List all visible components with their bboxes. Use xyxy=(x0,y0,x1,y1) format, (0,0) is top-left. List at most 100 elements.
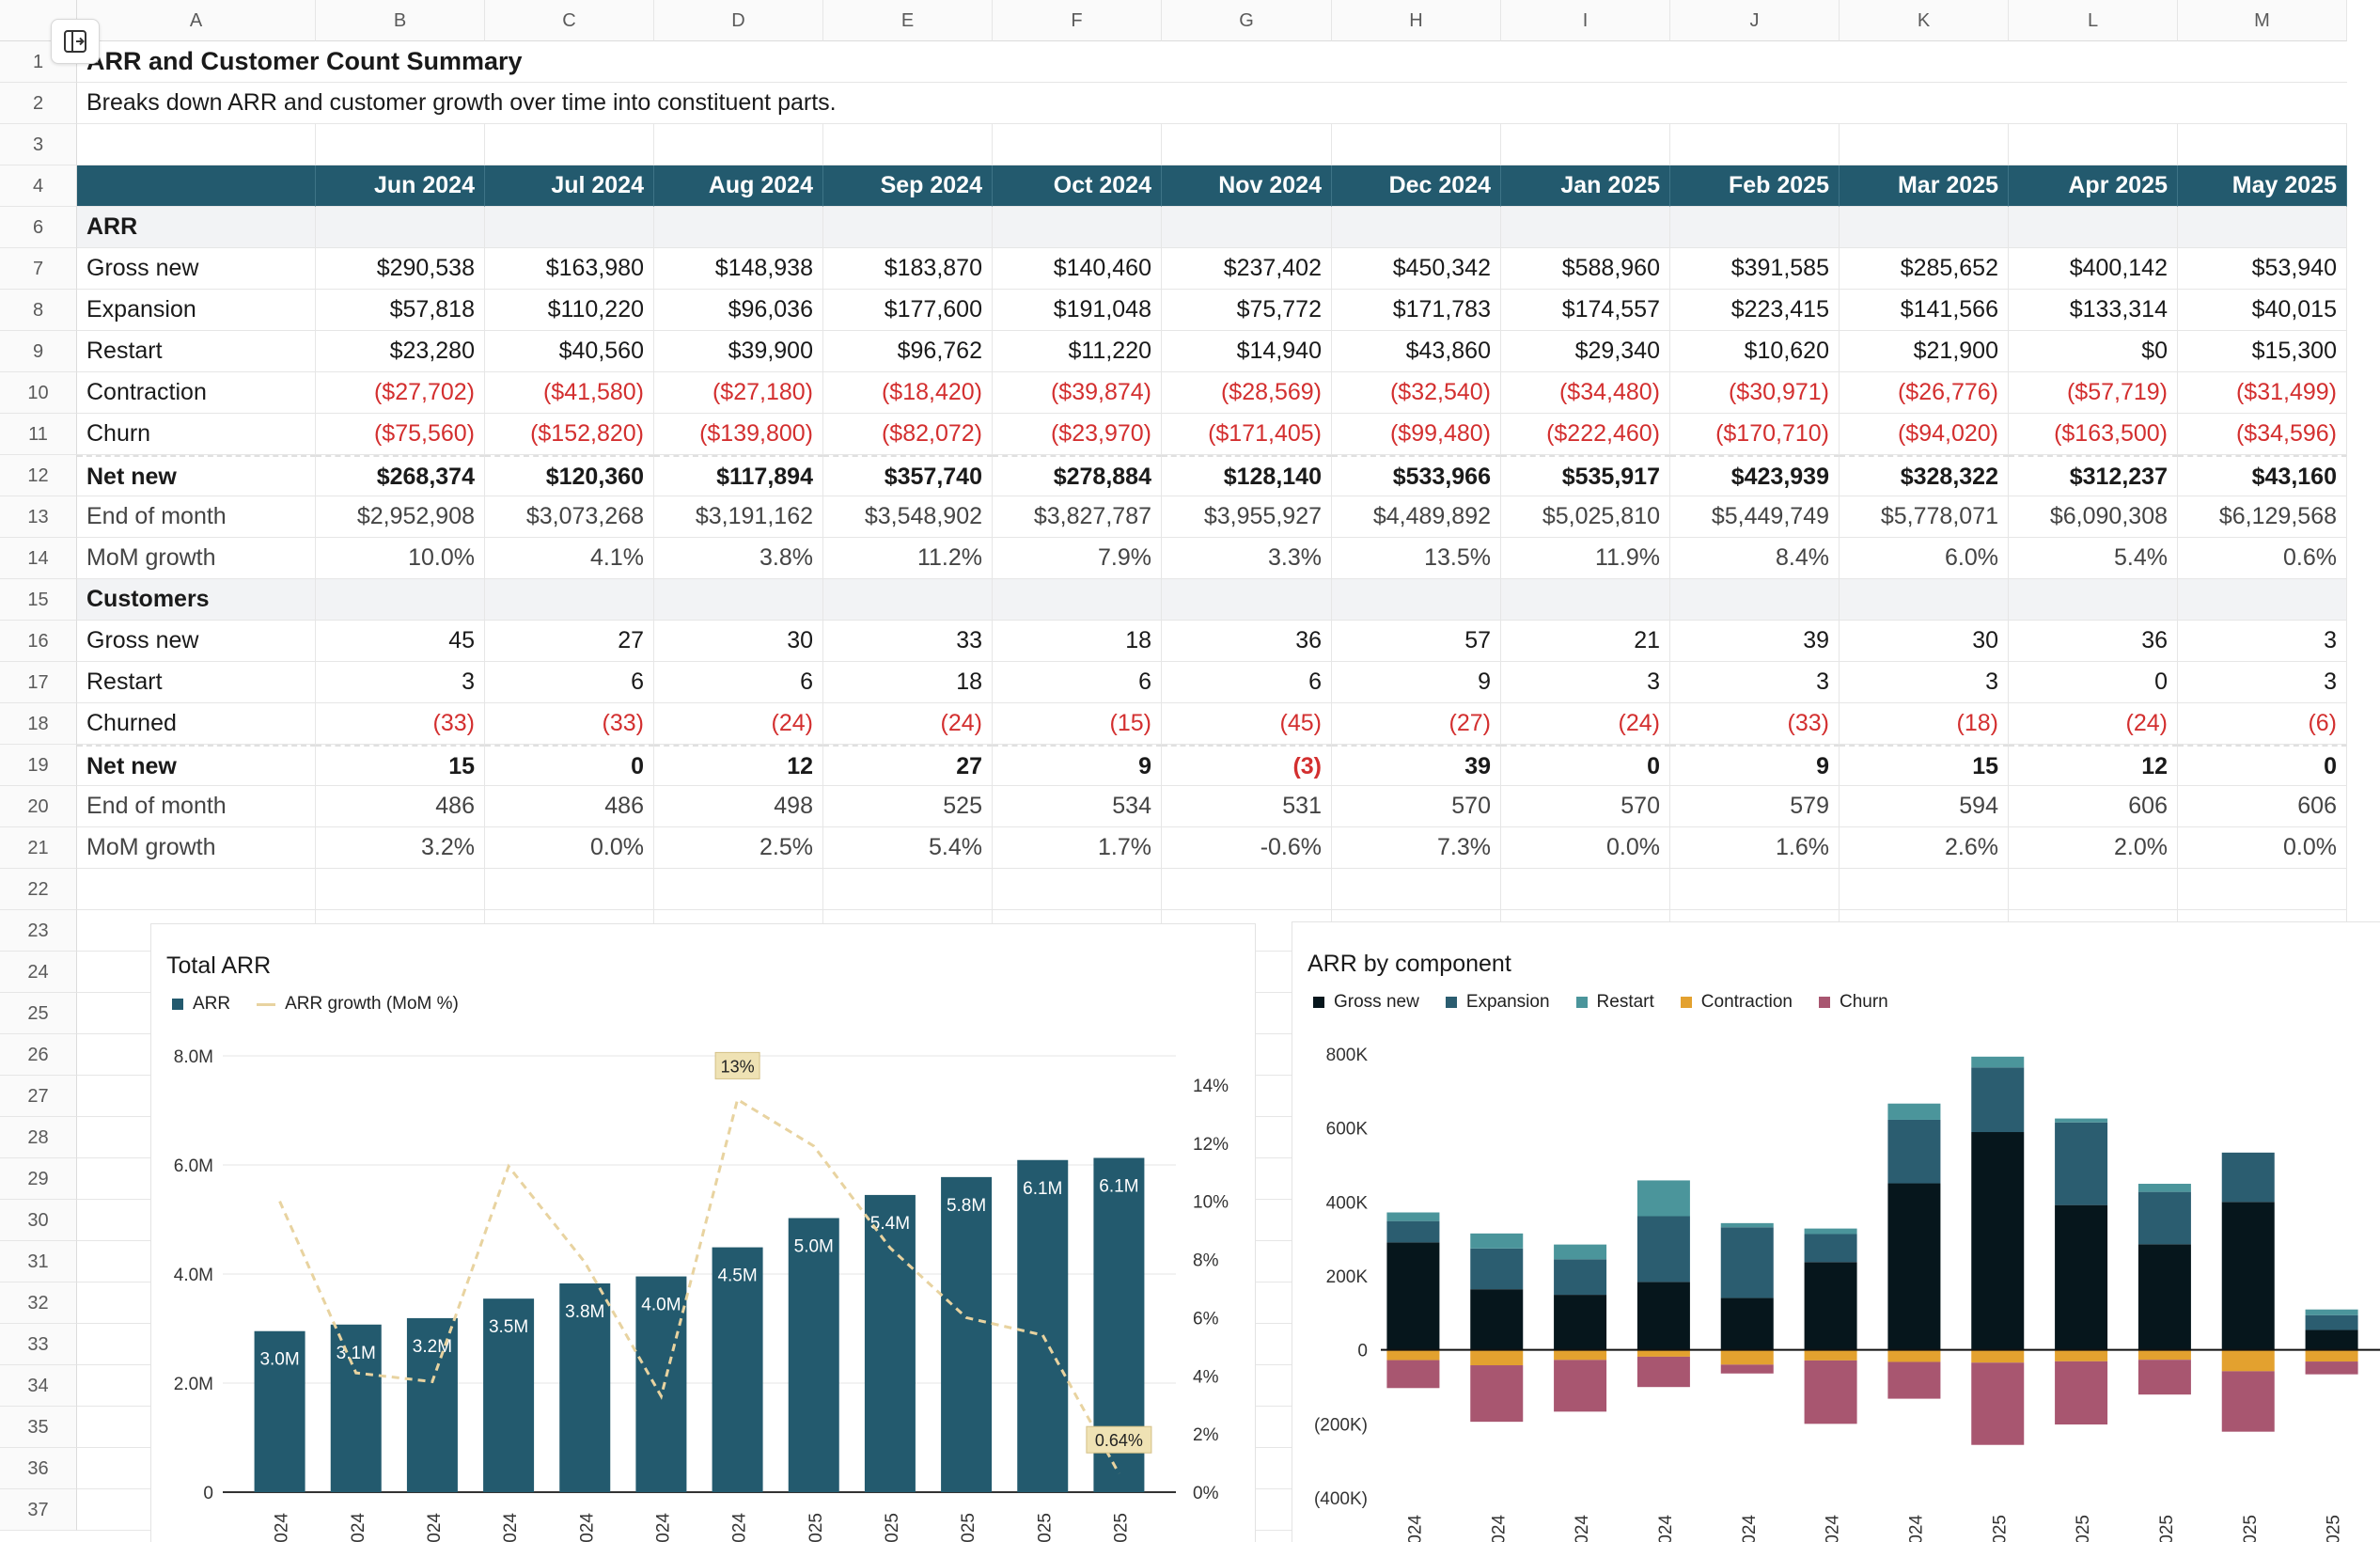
value-cell[interactable]: $140,460 xyxy=(993,248,1162,290)
grid-cell[interactable] xyxy=(316,869,485,910)
row-header-33[interactable]: 33 xyxy=(0,1324,77,1365)
value-cell[interactable]: 531 xyxy=(1162,786,1332,827)
section-fill[interactable] xyxy=(1840,207,2009,248)
value-cell[interactable]: (3) xyxy=(1162,745,1332,786)
grid-cell[interactable] xyxy=(654,869,823,910)
value-cell[interactable]: 12 xyxy=(2009,745,2178,786)
section-fill[interactable] xyxy=(654,579,823,621)
value-cell[interactable]: $450,342 xyxy=(1332,248,1501,290)
value-cell[interactable]: $183,870 xyxy=(823,248,993,290)
header-corner-cell[interactable] xyxy=(77,165,316,207)
value-cell[interactable]: $96,762 xyxy=(823,331,993,372)
value-cell[interactable]: $40,015 xyxy=(2178,290,2347,331)
month-header-mar-2025[interactable]: Mar 2025 xyxy=(1840,165,2009,207)
row-label-mom-growth[interactable]: MoM growth xyxy=(77,538,316,579)
grid-cell[interactable] xyxy=(316,124,485,165)
value-cell[interactable]: $163,980 xyxy=(485,248,654,290)
grid-cell[interactable] xyxy=(77,124,316,165)
row-header-13[interactable]: 13 xyxy=(0,496,77,538)
value-cell[interactable]: 11.2% xyxy=(823,538,993,579)
value-cell[interactable]: 3 xyxy=(1501,662,1670,703)
grid-cell[interactable] xyxy=(2178,124,2347,165)
value-cell[interactable]: ($170,710) xyxy=(1670,414,1840,455)
legend-item-expansion[interactable]: Expansion xyxy=(1445,992,1550,1013)
value-cell[interactable]: 3 xyxy=(316,662,485,703)
value-cell[interactable]: 0 xyxy=(2178,745,2347,786)
row-header-36[interactable]: 36 xyxy=(0,1448,77,1489)
value-cell[interactable]: 1.7% xyxy=(993,827,1162,869)
value-cell[interactable]: ($32,540) xyxy=(1332,372,1501,414)
value-cell[interactable]: $174,557 xyxy=(1501,290,1670,331)
value-cell[interactable]: ($75,560) xyxy=(316,414,485,455)
value-cell[interactable]: 3 xyxy=(2178,621,2347,662)
row-header-8[interactable]: 8 xyxy=(0,290,77,331)
row-header-11[interactable]: 11 xyxy=(0,414,77,455)
value-cell[interactable]: $21,900 xyxy=(1840,331,2009,372)
row-header-21[interactable]: 21 xyxy=(0,827,77,869)
value-cell[interactable]: ($171,405) xyxy=(1162,414,1332,455)
grid-cell[interactable] xyxy=(485,124,654,165)
value-cell[interactable]: 18 xyxy=(823,662,993,703)
value-cell[interactable]: $237,402 xyxy=(1162,248,1332,290)
row-label-mom-growth[interactable]: MoM growth xyxy=(77,827,316,869)
section-fill[interactable] xyxy=(654,207,823,248)
value-cell[interactable]: 3.3% xyxy=(1162,538,1332,579)
value-cell[interactable]: 27 xyxy=(485,621,654,662)
section-fill[interactable] xyxy=(1501,207,1670,248)
month-header-aug-2024[interactable]: Aug 2024 xyxy=(654,165,823,207)
value-cell[interactable]: ($41,580) xyxy=(485,372,654,414)
section-fill[interactable] xyxy=(316,579,485,621)
value-cell[interactable]: (24) xyxy=(1501,703,1670,745)
value-cell[interactable]: $96,036 xyxy=(654,290,823,331)
value-cell[interactable]: 7.9% xyxy=(993,538,1162,579)
sheet-subtitle[interactable]: Breaks down ARR and customer growth over… xyxy=(77,83,2347,124)
value-cell[interactable]: (33) xyxy=(485,703,654,745)
grid-cell[interactable] xyxy=(654,124,823,165)
value-cell[interactable]: $290,538 xyxy=(316,248,485,290)
value-cell[interactable]: $40,560 xyxy=(485,331,654,372)
column-header-m[interactable]: M xyxy=(2178,0,2347,41)
grid-cell[interactable] xyxy=(77,869,316,910)
row-label-net-new[interactable]: Net new xyxy=(77,455,316,496)
grid-cell[interactable] xyxy=(485,869,654,910)
row-label-contraction[interactable]: Contraction xyxy=(77,372,316,414)
value-cell[interactable]: $120,360 xyxy=(485,455,654,496)
value-cell[interactable]: ($152,820) xyxy=(485,414,654,455)
value-cell[interactable]: 3.8% xyxy=(654,538,823,579)
value-cell[interactable]: 11.9% xyxy=(1501,538,1670,579)
value-cell[interactable]: (18) xyxy=(1840,703,2009,745)
column-header-a[interactable]: A xyxy=(77,0,316,41)
value-cell[interactable]: 3 xyxy=(1670,662,1840,703)
value-cell[interactable]: 534 xyxy=(993,786,1162,827)
value-cell[interactable]: $285,652 xyxy=(1840,248,2009,290)
value-cell[interactable]: $43,860 xyxy=(1332,331,1501,372)
value-cell[interactable]: 6 xyxy=(993,662,1162,703)
value-cell[interactable]: $5,025,810 xyxy=(1501,496,1670,538)
section-header-customers[interactable]: Customers xyxy=(77,579,316,621)
arr-by-component-chart[interactable]: ARR by component Gross new Expansion Resta… xyxy=(1292,921,2380,1542)
month-header-jun-2024[interactable]: Jun 2024 xyxy=(316,165,485,207)
value-cell[interactable]: $29,340 xyxy=(1501,331,1670,372)
value-cell[interactable]: ($139,800) xyxy=(654,414,823,455)
value-cell[interactable]: $6,129,568 xyxy=(2178,496,2347,538)
value-cell[interactable]: 39 xyxy=(1332,745,1501,786)
value-cell[interactable]: 5.4% xyxy=(2009,538,2178,579)
section-fill[interactable] xyxy=(1162,207,1332,248)
value-cell[interactable]: ($27,180) xyxy=(654,372,823,414)
value-cell[interactable]: 30 xyxy=(1840,621,2009,662)
row-header-28[interactable]: 28 xyxy=(0,1117,77,1158)
value-cell[interactable]: $357,740 xyxy=(823,455,993,496)
sheet-title[interactable]: ARR and Customer Count Summary xyxy=(77,41,2347,83)
month-header-may-2025[interactable]: May 2025 xyxy=(2178,165,2347,207)
grid-cell[interactable] xyxy=(2178,869,2347,910)
value-cell[interactable]: $15,300 xyxy=(2178,331,2347,372)
value-cell[interactable]: 15 xyxy=(316,745,485,786)
value-cell[interactable]: $14,940 xyxy=(1162,331,1332,372)
row-label-gross-new[interactable]: Gross new xyxy=(77,621,316,662)
value-cell[interactable]: $400,142 xyxy=(2009,248,2178,290)
column-header-j[interactable]: J xyxy=(1670,0,1840,41)
value-cell[interactable]: (33) xyxy=(1670,703,1840,745)
value-cell[interactable]: $312,237 xyxy=(2009,455,2178,496)
value-cell[interactable]: ($30,971) xyxy=(1670,372,1840,414)
grid-cell[interactable] xyxy=(993,124,1162,165)
